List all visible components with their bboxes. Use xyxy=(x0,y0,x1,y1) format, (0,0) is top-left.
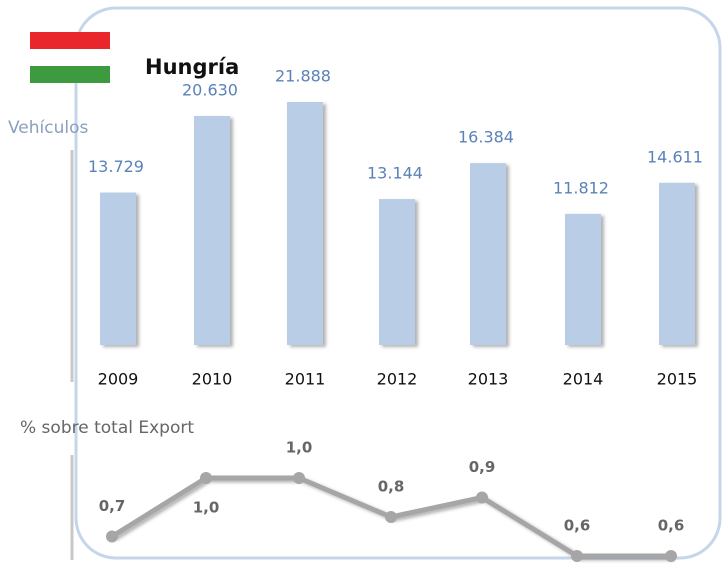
bar xyxy=(565,213,601,345)
value-label: 11.812 xyxy=(553,178,609,197)
point xyxy=(571,550,583,562)
point xyxy=(200,472,212,484)
value-label: 13.729 xyxy=(88,157,144,176)
value-label: 1,0 xyxy=(286,439,313,457)
bar xyxy=(470,163,506,345)
point xyxy=(293,472,305,484)
y-axis-label: % sobre total Export xyxy=(20,418,194,438)
x-tick-label: 2014 xyxy=(563,370,604,389)
x-tick-label: 2013 xyxy=(468,370,509,389)
value-label: 0,7 xyxy=(99,497,126,515)
bar xyxy=(659,182,695,345)
x-tick-label: 2012 xyxy=(377,370,418,389)
chart-title: Hungría xyxy=(145,55,239,79)
value-label: 20.630 xyxy=(182,80,238,99)
value-label: 16.384 xyxy=(458,128,514,147)
value-label: 0,6 xyxy=(658,517,685,535)
point xyxy=(385,511,397,523)
x-tick-label: 2010 xyxy=(192,370,233,389)
point xyxy=(106,530,118,543)
bar xyxy=(194,115,230,346)
flag xyxy=(30,32,110,83)
value-label: 1,0 xyxy=(193,499,220,517)
value-label: 21.888 xyxy=(275,67,331,86)
frame xyxy=(74,6,722,560)
bar xyxy=(379,199,415,345)
y-axis-label: Vehículos xyxy=(8,118,89,138)
x-tick-label: 2015 xyxy=(657,370,698,389)
value-label: 14.611 xyxy=(647,147,703,166)
value-label: 0,8 xyxy=(378,478,405,496)
x-tick-label: 2009 xyxy=(98,370,139,389)
x-tick-label: 2011 xyxy=(285,370,326,389)
value-label: 13.144 xyxy=(367,164,423,183)
point xyxy=(476,491,488,504)
value-label: 0,9 xyxy=(469,458,496,476)
value-label: 0,6 xyxy=(564,517,591,535)
bar xyxy=(100,192,136,345)
point xyxy=(665,550,677,562)
bar xyxy=(287,102,323,345)
